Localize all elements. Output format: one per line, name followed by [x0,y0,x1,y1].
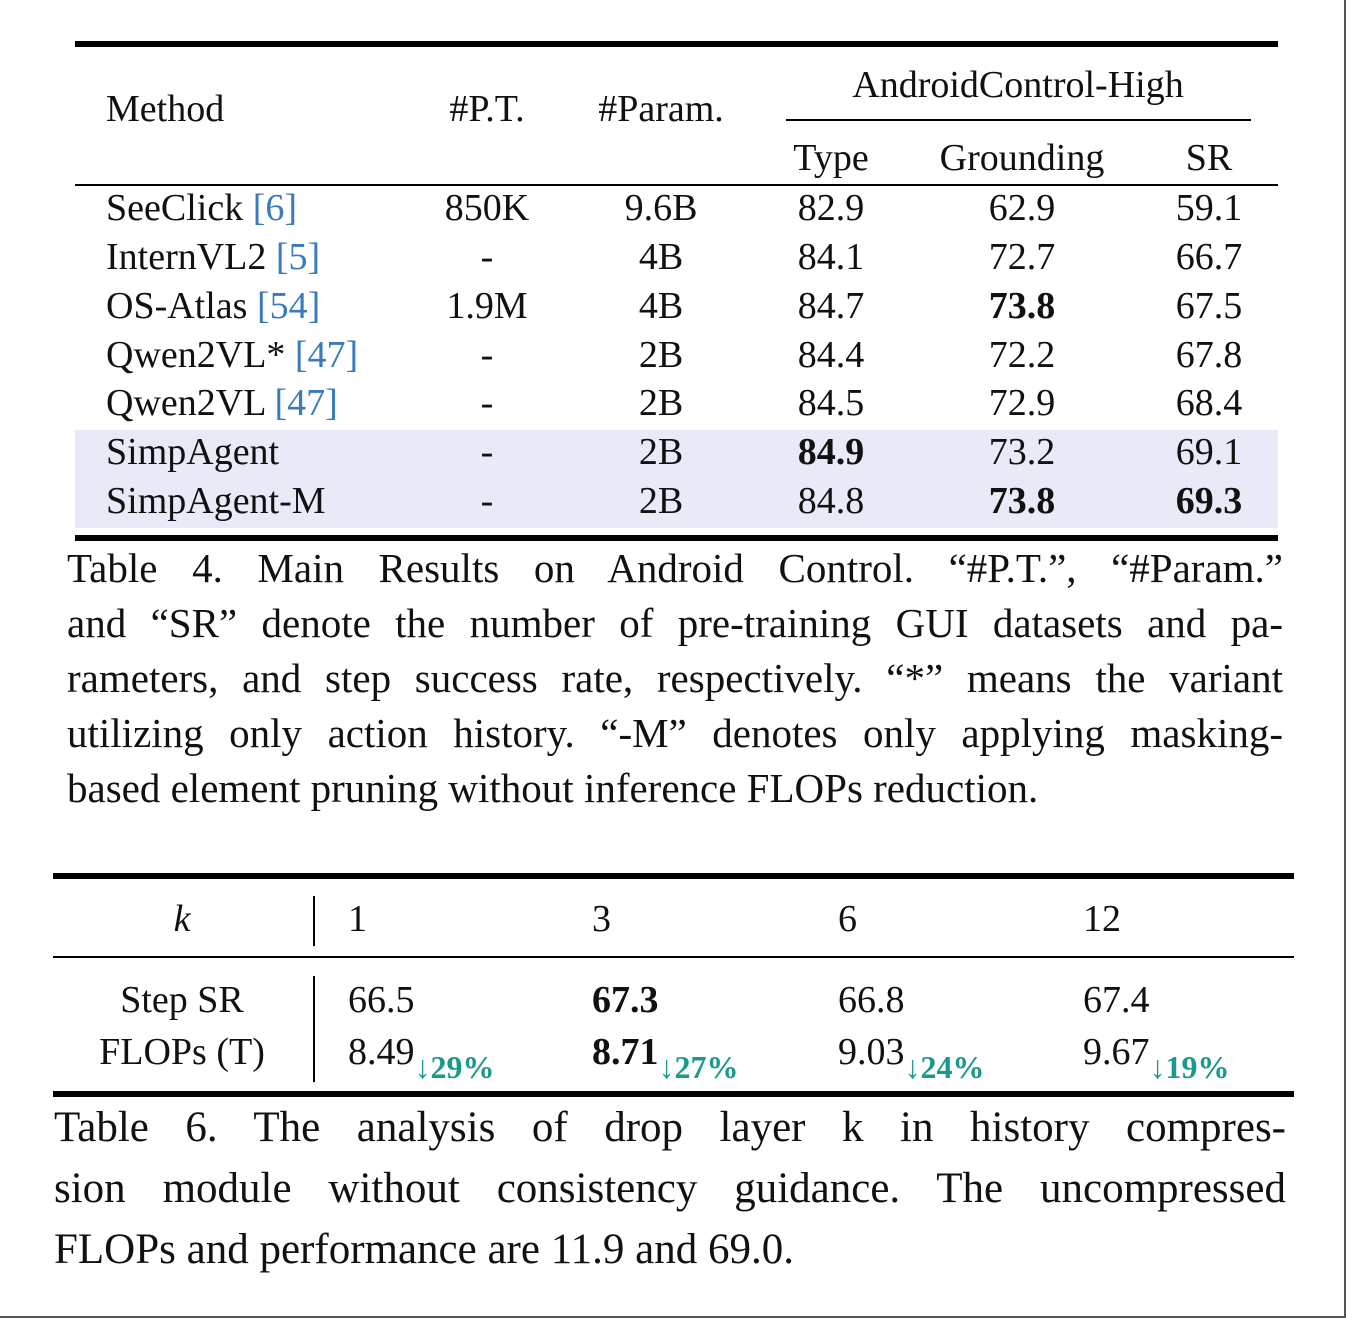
sr-cell: 67.5 [1175,285,1243,327]
type-cell: 84.7 [797,285,865,327]
flops-cell: 8.71↓27% [592,1031,739,1085]
pt-cell: - [480,382,494,424]
header-type: Type [793,137,869,179]
method-cell: SimpAgent [106,431,280,473]
header-rule [75,184,1278,186]
reduction-badge: ↓27% [658,1049,739,1085]
sr-cell: 66.7 [1175,236,1243,278]
grounding-cell: 62.9 [988,187,1056,229]
header-sr: SR [1185,137,1233,179]
grounding-cell: 72.7 [988,236,1056,278]
table-4-caption: Table 4. Main Results on Android Control… [67,541,1283,816]
grounding-cell-best: 73.8 [988,285,1056,327]
page-bottom-edge [0,1316,1346,1318]
grounding-cell: 72.2 [988,334,1056,376]
param-cell: 4B [638,236,684,278]
group-underline [786,119,1251,121]
caption-line: utilizing only action history. “-M” deno… [67,710,1283,756]
step-sr-cell: 66.5 [348,979,415,1021]
citation-link[interactable]: [47] [294,334,359,376]
type-cell: 82.9 [797,187,865,229]
step-sr-cell: 66.8 [838,979,905,1021]
reduction-badge: ↓24% [904,1049,985,1085]
caption-line: FLOPs and performance are 11.9 and 69.0. [54,1226,794,1273]
header-pt: #P.T. [449,88,525,130]
header-param: #Param. [598,88,724,130]
header-group: AndroidControl-High [852,64,1184,106]
column-divider [313,896,315,946]
param-cell: 9.6B [624,187,698,229]
grounding-cell: 72.9 [988,382,1056,424]
step-sr-cell: 67.4 [1083,979,1150,1021]
row-label-flops: FLOPs (T) [99,1031,265,1073]
caption-line: sion module without consistency guidance… [54,1165,1286,1212]
caption-line: Table 6. The analysis of drop layer k in… [54,1104,1286,1151]
grounding-cell: 73.2 [988,431,1056,473]
flops-cell: 9.03↓24% [838,1031,985,1085]
flops-cell: 8.49↓29% [348,1031,495,1085]
table-top-rule [53,873,1294,879]
table-bottom-rule [75,535,1278,541]
k-value: 6 [838,898,857,940]
type-cell: 84.1 [797,236,865,278]
header-grounding: Grounding [939,137,1105,179]
caption-line: based element pruning without inference … [67,765,1039,811]
citation-link[interactable]: [54] [256,285,321,327]
param-cell: 2B [638,334,684,376]
method-cell: Qwen2VL [47] [106,382,338,424]
k-value: 3 [592,898,611,940]
pt-cell: 850K [444,187,530,229]
method-cell: InternVL2 [5] [106,236,321,278]
param-cell: 4B [638,285,684,327]
flops-cell: 9.67↓19% [1083,1031,1230,1085]
type-cell: 84.8 [797,480,865,522]
param-cell: 2B [638,431,684,473]
column-divider [313,976,315,1082]
sr-cell: 67.8 [1175,334,1243,376]
caption-line: rameters, and step success rate, respect… [67,655,1283,701]
citation-link[interactable]: [5] [275,236,321,278]
type-cell-best: 84.9 [797,431,865,473]
type-cell: 84.5 [797,382,865,424]
highlight-rows [75,430,1278,528]
method-cell: OS-Atlas [54] [106,285,321,327]
caption-line: and “SR” denote the number of pre-traini… [67,600,1283,646]
citation-link[interactable]: [6] [252,187,298,229]
row-label-step-sr: Step SR [120,979,244,1021]
pt-cell: - [480,334,494,376]
sr-cell: 59.1 [1175,187,1243,229]
table-bottom-rule [53,1091,1294,1097]
table-top-rule [75,41,1278,47]
page-right-edge [1344,0,1346,1318]
caption-line: Table 4. Main Results on Android Control… [67,545,1283,591]
step-sr-cell-best: 67.3 [592,979,659,1021]
header-k: k [173,898,191,940]
sr-cell-best: 69.3 [1175,480,1243,522]
k-value: 1 [348,898,367,940]
type-cell: 84.4 [797,334,865,376]
pt-cell: - [480,480,494,522]
method-cell: SeeClick [6] [106,187,298,229]
reduction-badge: ↓29% [414,1049,495,1085]
method-cell: Qwen2VL* [47] [106,334,359,376]
reduction-badge: ↓19% [1149,1049,1230,1085]
citation-link[interactable]: [47] [274,382,338,424]
k-value: 12 [1083,898,1121,940]
pt-cell: - [480,236,494,278]
grounding-cell-best: 73.8 [988,480,1056,522]
sr-cell: 68.4 [1175,382,1243,424]
header-rule [53,956,1294,958]
pt-cell: - [480,431,494,473]
pt-cell: 1.9M [446,285,528,327]
table-6-caption: Table 6. The analysis of drop layer k in… [54,1097,1286,1280]
sr-cell: 69.1 [1175,431,1243,473]
header-method: Method [106,88,225,130]
param-cell: 2B [638,480,684,522]
param-cell: 2B [638,382,684,424]
method-cell: SimpAgent-M [106,480,326,522]
